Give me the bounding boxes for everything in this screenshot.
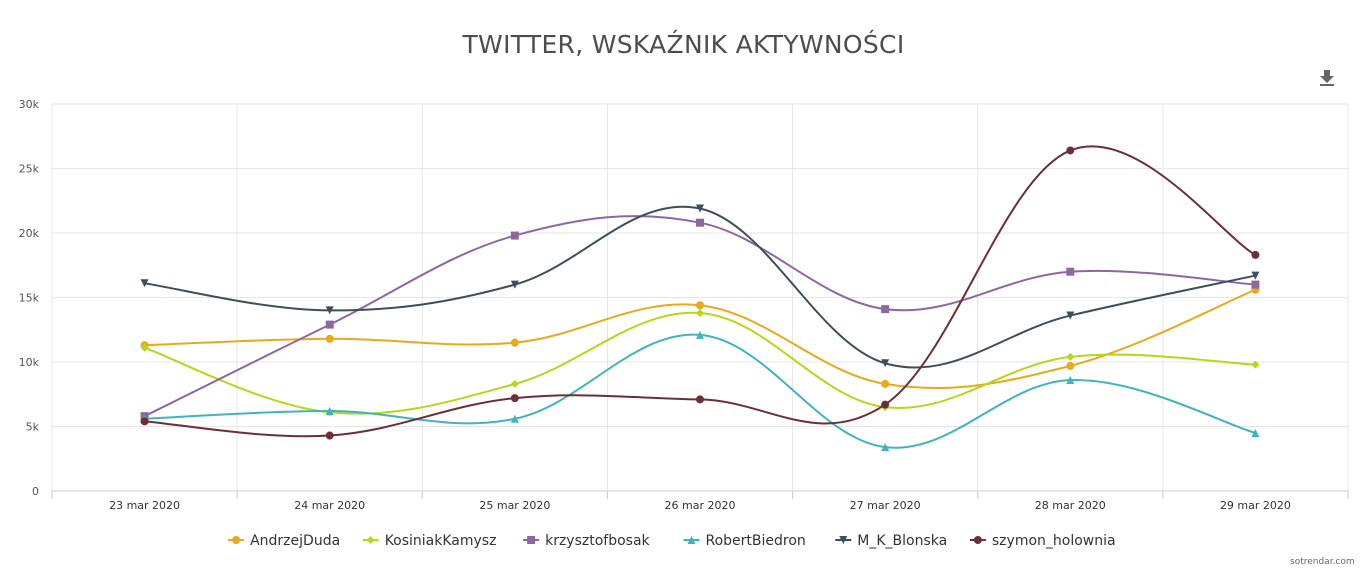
series-RobertBiedron (140, 330, 1260, 452)
legend-label: RobertBiedron (706, 533, 806, 549)
data-point (696, 330, 704, 339)
data-point (325, 334, 334, 343)
data-point (510, 231, 519, 240)
data-point (140, 417, 149, 426)
x-tick-label: 23 mar 2020 (109, 499, 180, 512)
data-point (696, 301, 704, 310)
watermark-label: sotrendar.com (1290, 557, 1355, 567)
data-point (881, 379, 890, 388)
data-point (881, 305, 890, 314)
legend-label: krzysztofbosak (545, 533, 650, 549)
x-tick-label: 27 mar 2020 (850, 499, 921, 512)
data-point (1066, 267, 1075, 276)
y-tick-label: 30k (19, 98, 40, 111)
data-point (881, 400, 890, 409)
data-point (1251, 428, 1260, 437)
y-tick-label: 20k (19, 227, 40, 240)
data-point (1066, 352, 1075, 361)
legend-item-KosiniakKamysz[interactable]: KosiniakKamysz (362, 533, 497, 549)
data-point (1066, 311, 1075, 320)
legend-marker (839, 536, 848, 544)
series-line (144, 333, 1256, 449)
legend-item-krzysztofbosak[interactable]: krzysztofbosak (523, 533, 651, 549)
legend-marker (366, 536, 375, 544)
data-point (1251, 271, 1260, 280)
x-tick-label: 28 mar 2020 (1035, 499, 1106, 512)
y-tick-label: 15k (19, 292, 40, 305)
data-point (1251, 280, 1260, 289)
legend-label: M_K_Blonska (857, 533, 947, 549)
legend-item-AndrzejDuda[interactable]: AndrzejDuda (228, 533, 340, 549)
data-point (696, 395, 704, 404)
legend-label: AndrzejDuda (250, 533, 340, 549)
data-point (1066, 361, 1075, 370)
data-point (881, 359, 890, 368)
x-tick-label: 26 mar 2020 (665, 499, 736, 512)
data-point (510, 414, 519, 423)
data-point (140, 343, 149, 352)
data-point (696, 218, 704, 227)
download-button[interactable] (1316, 66, 1338, 88)
series-line (144, 145, 1256, 438)
data-point (881, 443, 890, 452)
data-point (140, 279, 149, 288)
data-point (696, 308, 704, 317)
series-szymon_holownia (140, 145, 1260, 440)
legend-marker (973, 536, 982, 544)
data-point (1251, 250, 1260, 259)
y-tick-label: 5k (26, 421, 40, 434)
data-point (325, 407, 334, 416)
data-point (696, 204, 704, 213)
legend-label: KosiniakKamysz (385, 533, 497, 549)
chart-title: TWITTER, WSKAŹNIK AKTYWNOŚCI (462, 30, 905, 59)
data-point (1066, 376, 1075, 385)
data-point (510, 379, 519, 388)
data-point (1251, 360, 1260, 369)
legend-marker (527, 536, 536, 544)
legend-marker (232, 536, 241, 544)
x-tick-label: 29 mar 2020 (1220, 499, 1291, 512)
y-tick-label: 10k (19, 356, 40, 369)
data-point (325, 306, 334, 315)
legend-label: szymon_holownia (992, 533, 1116, 549)
legend-item-szymon_holownia[interactable]: szymon_holownia (969, 533, 1116, 549)
legend-marker (687, 536, 696, 544)
series-line (144, 205, 1256, 369)
y-tick-label: 0 (32, 485, 39, 498)
y-tick-label: 25k (19, 163, 40, 176)
data-point (510, 338, 519, 347)
series-krzysztofbosak (140, 215, 1260, 421)
series-M_K_Blonska (140, 204, 1260, 369)
data-point (325, 320, 334, 329)
download-icon (1320, 70, 1334, 86)
x-tick-label: 24 mar 2020 (294, 499, 365, 512)
legend-item-RobertBiedron[interactable]: RobertBiedron (683, 533, 806, 549)
data-point (510, 280, 519, 289)
data-point (1066, 146, 1075, 155)
data-point (510, 394, 519, 403)
x-tick-label: 25 mar 2020 (479, 499, 550, 512)
legend-item-M_K_Blonska[interactable]: M_K_Blonska (835, 533, 947, 549)
data-point (325, 431, 334, 440)
